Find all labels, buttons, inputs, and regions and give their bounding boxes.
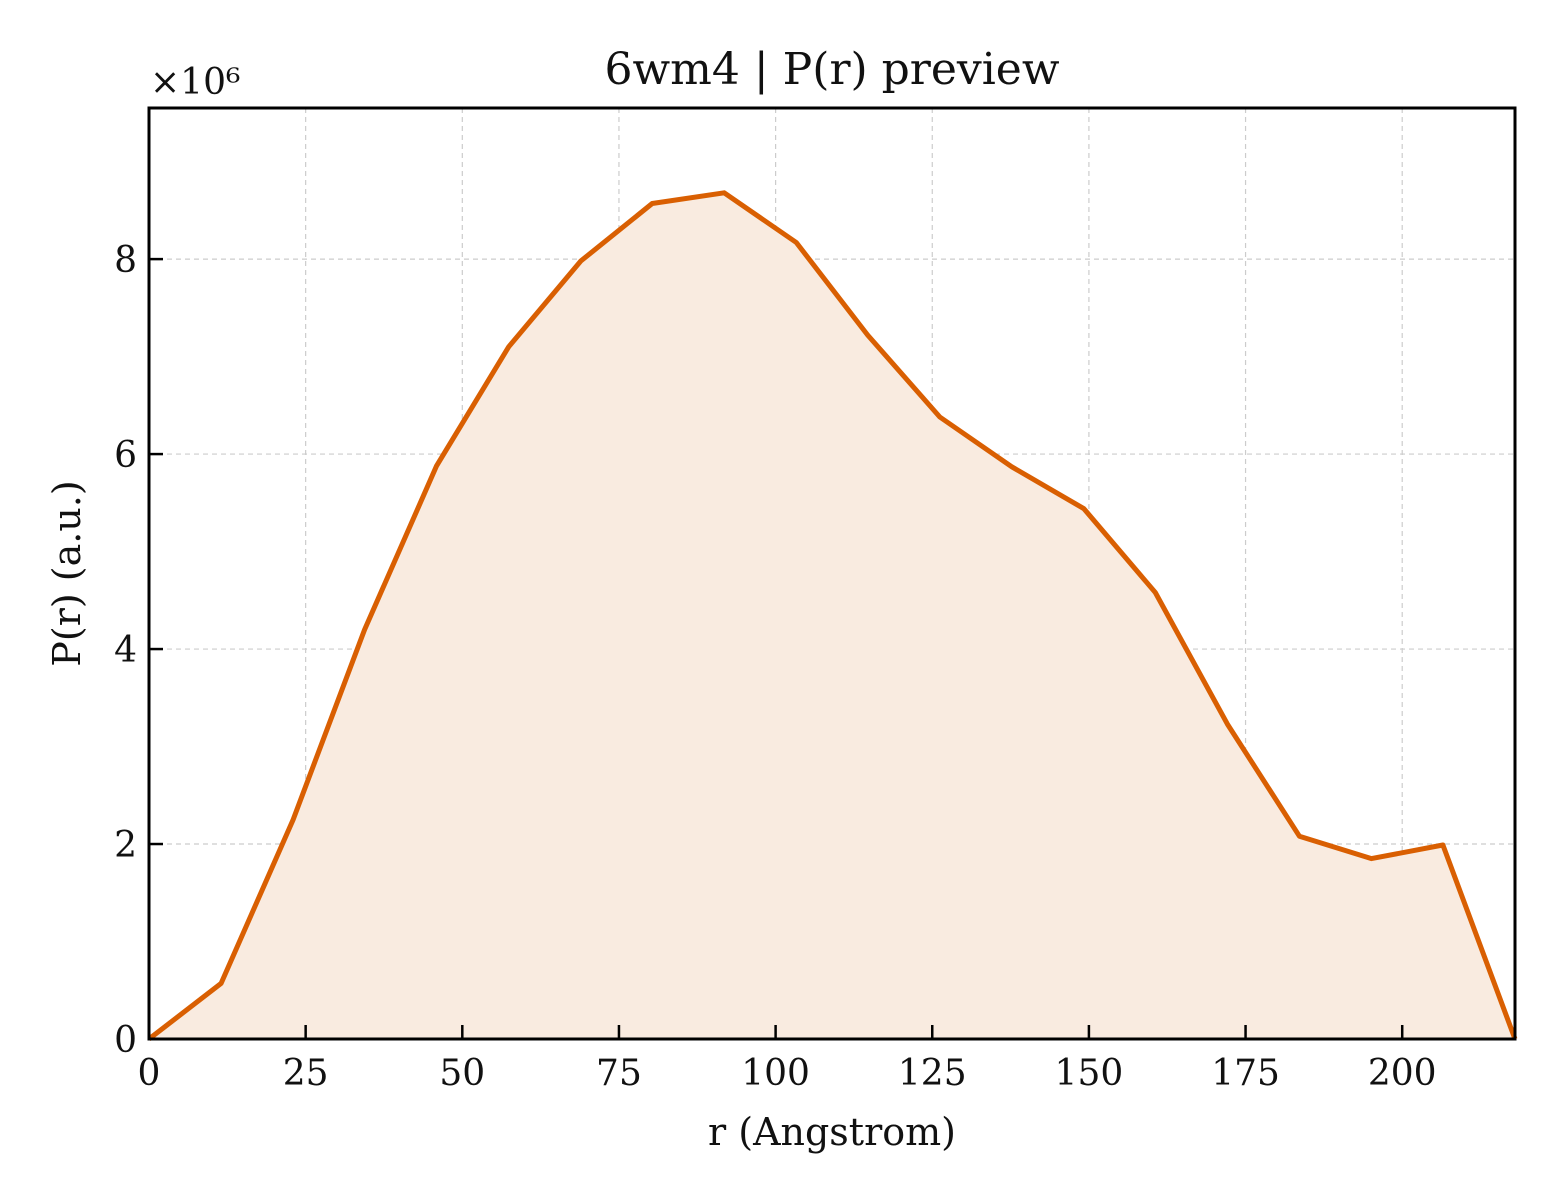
y-tick-label: 2 xyxy=(114,825,137,866)
series-line xyxy=(147,190,1518,1041)
x-tick-label: 50 xyxy=(439,1053,485,1094)
x-tick-label: 150 xyxy=(1055,1053,1124,1094)
x-tick-label: 125 xyxy=(898,1053,967,1094)
chart-title: 6wm4 | P(r) preview xyxy=(605,44,1060,95)
y-tick-label: 0 xyxy=(114,1020,137,1061)
y-axis-offset-label: ×10⁶ xyxy=(150,62,240,103)
y-axis-label: P(r) (a.u.) xyxy=(45,480,89,666)
x-tick-label: 0 xyxy=(138,1053,161,1094)
y-tick-label: 4 xyxy=(114,630,137,671)
x-tick-label: 100 xyxy=(741,1053,810,1094)
x-tick-label: 25 xyxy=(283,1053,329,1094)
area-fill xyxy=(149,192,1515,1040)
y-tick-label: 8 xyxy=(114,240,137,281)
x-tick-label: 175 xyxy=(1211,1053,1280,1094)
plot-frame xyxy=(147,106,1517,1041)
y-tick-label: 6 xyxy=(114,435,137,476)
x-axis-label: r (Angstrom) xyxy=(708,1110,956,1154)
x-tick-label: 200 xyxy=(1368,1053,1437,1094)
axis-ticks: 0 25 50 75 100 125 150 175 200 0 2 4 6 8 xyxy=(114,240,1436,1094)
x-tick-label: 75 xyxy=(596,1053,642,1094)
